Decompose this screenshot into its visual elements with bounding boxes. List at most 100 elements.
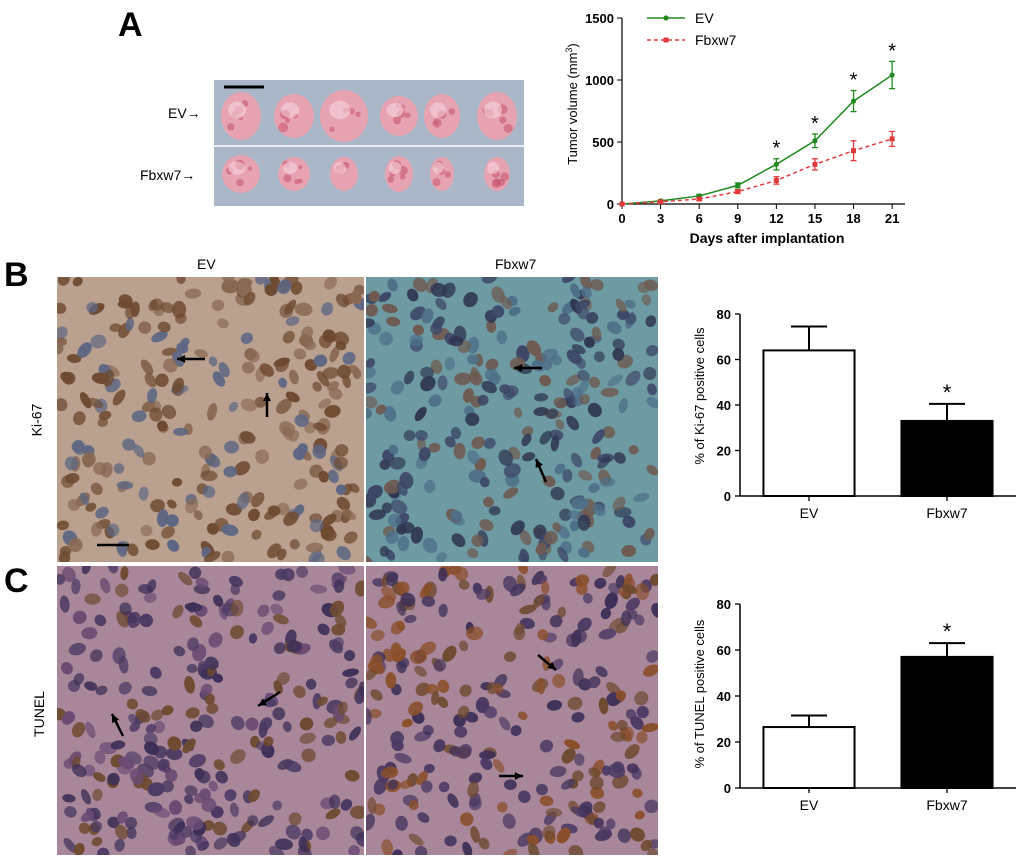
x-tick-label: Fbxw7 [926, 505, 967, 521]
cell-nucleus [428, 394, 442, 407]
cell-nucleus [564, 739, 580, 750]
arrow-head [263, 393, 271, 402]
cell-nucleus [230, 599, 244, 617]
cell-nucleus [221, 279, 240, 294]
cell-nucleus [79, 392, 92, 409]
y-tick-label: 60 [717, 643, 731, 658]
tumor-volume-y-axis-label: Tumor volume (mm3) [564, 43, 580, 165]
y-tick-label: 40 [717, 689, 731, 704]
cell-nucleus [549, 615, 563, 628]
cell-nucleus [64, 456, 79, 471]
cell-nucleus [112, 389, 126, 406]
cell-nucleus [423, 763, 435, 774]
cell-nucleus [273, 357, 290, 368]
cell-nucleus [57, 573, 66, 585]
cell-nucleus [72, 277, 83, 287]
cell-nucleus [276, 672, 290, 686]
cell-nucleus [588, 676, 601, 689]
data-point [850, 98, 857, 104]
cell-nucleus [599, 477, 616, 488]
cell-nucleus [182, 738, 196, 754]
cell-nucleus [348, 726, 362, 741]
tumor-highlight [386, 103, 404, 117]
cell-nucleus [185, 497, 199, 514]
cell-nucleus [438, 567, 448, 582]
cell-nucleus [234, 461, 251, 476]
cell-nucleus [157, 420, 168, 432]
cell-nucleus [644, 799, 658, 814]
cell-nucleus [310, 584, 328, 594]
cell-nucleus [284, 760, 302, 773]
cell-nucleus [563, 388, 576, 404]
cell-nucleus [57, 398, 68, 412]
cell-nucleus [336, 546, 351, 561]
cell-nucleus [496, 330, 507, 345]
tumor-highlight [432, 162, 444, 174]
cell-nucleus [224, 440, 239, 454]
tumor-blood-spot [283, 174, 292, 183]
panel-label-b: B [4, 256, 29, 294]
cell-nucleus [213, 594, 224, 607]
cell-nucleus [465, 626, 484, 641]
cell-nucleus [259, 717, 273, 731]
tumor-blood-spot [227, 123, 235, 131]
cell-nucleus [336, 496, 351, 511]
cell-nucleus [399, 780, 413, 789]
cell-nucleus [90, 821, 102, 833]
cell-nucleus [259, 363, 274, 377]
histology-column-label-ev: EV [197, 256, 216, 272]
cell-nucleus [600, 387, 619, 397]
cell-nucleus [459, 684, 472, 697]
cell-nucleus [624, 744, 640, 760]
cell-nucleus [68, 538, 83, 553]
cell-nucleus [590, 279, 604, 291]
cell-nucleus [577, 547, 590, 558]
cell-nucleus [649, 573, 658, 586]
cell-nucleus [161, 404, 177, 420]
cell-nucleus [71, 440, 85, 453]
cell-nucleus [212, 673, 224, 683]
cell-nucleus [354, 580, 364, 597]
cell-nucleus [350, 826, 364, 841]
y-tick-label: 1500 [585, 11, 614, 26]
cell-nucleus [316, 826, 330, 841]
cell-nucleus [90, 522, 103, 537]
tumor-highlight [333, 162, 347, 174]
cell-nucleus [165, 769, 178, 783]
cell-nucleus [508, 306, 521, 316]
bar-ev [762, 726, 856, 790]
cell-nucleus [269, 845, 285, 855]
cell-nucleus [378, 595, 396, 609]
cell-nucleus [67, 354, 82, 363]
cell-nucleus [113, 463, 125, 474]
cell-nucleus [617, 828, 632, 843]
arrow-head [177, 355, 186, 363]
series-line-fbxw7 [621, 138, 893, 205]
tunel-micrograph-fbxw7 [366, 566, 658, 855]
cell-nucleus [168, 800, 183, 816]
cell-nucleus [471, 534, 484, 547]
cell-nucleus [135, 709, 151, 723]
cell-nucleus [539, 375, 552, 387]
x-tick-label: 15 [808, 211, 822, 226]
cell-nucleus [539, 739, 554, 753]
tumor-highlight [228, 101, 246, 119]
tumor-highlight [429, 102, 447, 118]
cell-nucleus [285, 391, 300, 403]
cell-nucleus [115, 583, 129, 598]
cell-nucleus [204, 656, 219, 670]
cell-nucleus [196, 770, 211, 784]
cell-nucleus [337, 701, 348, 715]
tumor-blood-spot [236, 178, 244, 187]
cell-nucleus [131, 410, 147, 423]
cell-nucleus [272, 800, 283, 811]
cell-nucleus [496, 801, 508, 813]
cell-nucleus [466, 354, 480, 365]
cell-nucleus [299, 732, 316, 744]
y-tick-label: 20 [717, 444, 731, 459]
cell-nucleus [394, 752, 412, 764]
tumor-blood-spot [278, 122, 289, 133]
tumor-highlight [281, 102, 299, 118]
cell-nucleus [550, 435, 560, 452]
cell-nucleus [267, 543, 282, 559]
